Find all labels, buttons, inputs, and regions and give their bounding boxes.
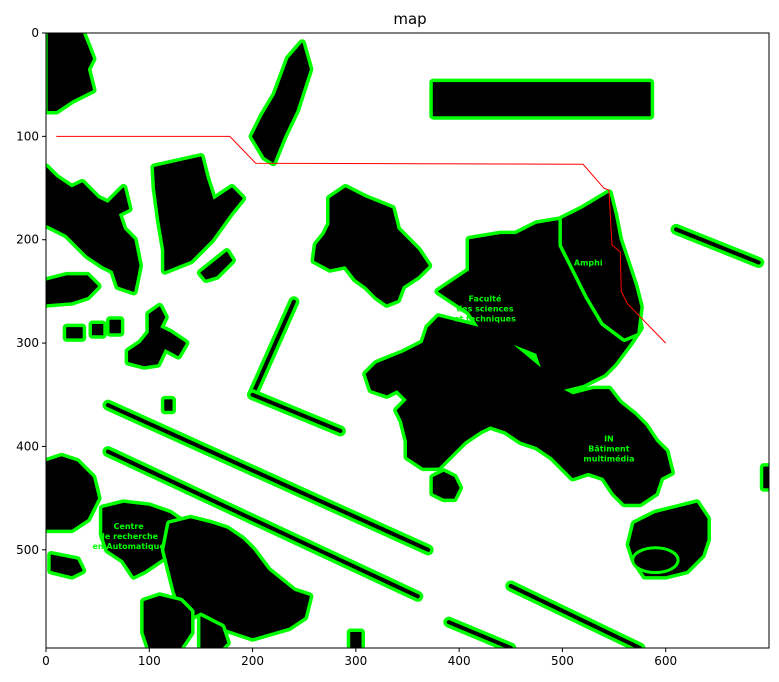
- map-label-line: en Automatique: [92, 542, 165, 551]
- obstacle-body: [350, 632, 362, 648]
- obstacle-2: [429, 78, 655, 120]
- map-label-line: IN: [604, 434, 614, 443]
- obstacle-18: [46, 452, 102, 534]
- obstacle-body: [47, 33, 93, 111]
- obstacle-19: [47, 551, 87, 580]
- obstacle-body: [200, 616, 228, 648]
- obstacle-7: [62, 323, 87, 342]
- obstacle-body: [252, 42, 310, 163]
- obstacle-body: [164, 399, 173, 411]
- obstacle-body: [128, 306, 186, 367]
- x-tick-label: 600: [654, 654, 677, 668]
- x-tick-label: 200: [241, 654, 264, 668]
- x-axis: 0 100 200 300 400 500 600: [42, 648, 677, 668]
- obstacle-body: [200, 251, 233, 280]
- wall-4: [505, 580, 646, 648]
- obstacle-body: [561, 192, 641, 339]
- obstacle-body: [314, 187, 429, 305]
- obstacle-5: [196, 248, 236, 283]
- y-tick-label: 100: [16, 129, 39, 143]
- obstacle-body: [109, 319, 121, 334]
- map-label-2: Centre de recherche en Automatique: [92, 522, 165, 551]
- obstacle-3: [46, 163, 143, 296]
- obstacle-14: [558, 189, 644, 342]
- wall-body: [250, 392, 343, 433]
- y-tick-label: 500: [16, 543, 39, 557]
- obstacle-body: [143, 595, 192, 648]
- map-label-line: Amphi: [574, 259, 603, 268]
- map-label-line: Bâtiment: [588, 444, 630, 453]
- wall-5: [443, 616, 517, 648]
- x-tick-label: 0: [42, 654, 50, 668]
- wall-body: [250, 299, 296, 397]
- obstacle-8: [88, 320, 107, 339]
- obstacle-17: [759, 463, 769, 492]
- y-axis: 0 100 200 300 400 500: [16, 26, 46, 557]
- map-label-line: de recherche: [99, 532, 159, 541]
- obstacle-22: [140, 592, 195, 648]
- map-layer: Faculté des sciences et techniques IN Bâtime…: [46, 33, 769, 648]
- obstacle-body: [50, 554, 83, 577]
- wall-body: [446, 620, 513, 648]
- wall-body: [105, 403, 431, 552]
- x-tick-label: 100: [138, 654, 161, 668]
- map-label-3: Amphi: [574, 259, 603, 268]
- obstacle-12: [310, 184, 433, 308]
- y-tick-label: 0: [31, 26, 39, 40]
- y-tick-label: 200: [16, 233, 39, 247]
- chart-title: map: [393, 10, 426, 28]
- map-label-line: Faculté: [469, 294, 502, 304]
- wall-body: [674, 227, 761, 265]
- y-tick-label: 300: [16, 336, 39, 350]
- map-label-0: Faculté des sciences et techniques: [454, 294, 516, 324]
- obstacle-15: [429, 468, 464, 503]
- round-obstacle: [631, 546, 680, 575]
- obstacle-4: [150, 153, 247, 275]
- map-label-line: et techniques: [454, 315, 516, 324]
- map-label-line: des sciences: [456, 305, 513, 314]
- obstacle-1: [248, 39, 314, 167]
- obstacle-body: [153, 156, 243, 272]
- obstacle-24: [346, 628, 365, 648]
- y-tick-label: 400: [16, 439, 39, 453]
- obstacle-9: [106, 316, 125, 337]
- obstacle-body: [46, 166, 140, 292]
- obstacle-body: [432, 82, 651, 117]
- obstacle-0: [46, 33, 97, 115]
- wall-3: [102, 446, 424, 602]
- x-tick-label: 300: [344, 654, 367, 668]
- map-label-line: multimédia: [583, 453, 634, 463]
- map-label-1: IN Bâtiment multimédia: [583, 434, 634, 463]
- x-tick-label: 400: [448, 654, 471, 668]
- obstacle-body: [763, 466, 769, 489]
- obstacle-11: [160, 395, 176, 415]
- wall-1: [247, 389, 346, 437]
- wall-body: [105, 449, 420, 599]
- obstacle-body: [432, 471, 460, 499]
- obstacle-6: [46, 271, 102, 308]
- map-label-line: Centre: [114, 522, 145, 531]
- x-tick-label: 500: [551, 654, 574, 668]
- wall-0: [247, 296, 300, 401]
- obstacle-10: [124, 302, 190, 370]
- wall-2: [102, 399, 434, 556]
- plot-frame: [45, 32, 770, 649]
- obstacle-body: [46, 456, 99, 530]
- planned-path: [56, 135, 667, 344]
- obstacle-23: [196, 613, 231, 648]
- obstacle-body: [66, 327, 83, 339]
- obstacle-body: [92, 324, 104, 336]
- wall-6: [670, 223, 765, 268]
- obstacle-body: [46, 275, 99, 305]
- wall-body: [508, 583, 642, 648]
